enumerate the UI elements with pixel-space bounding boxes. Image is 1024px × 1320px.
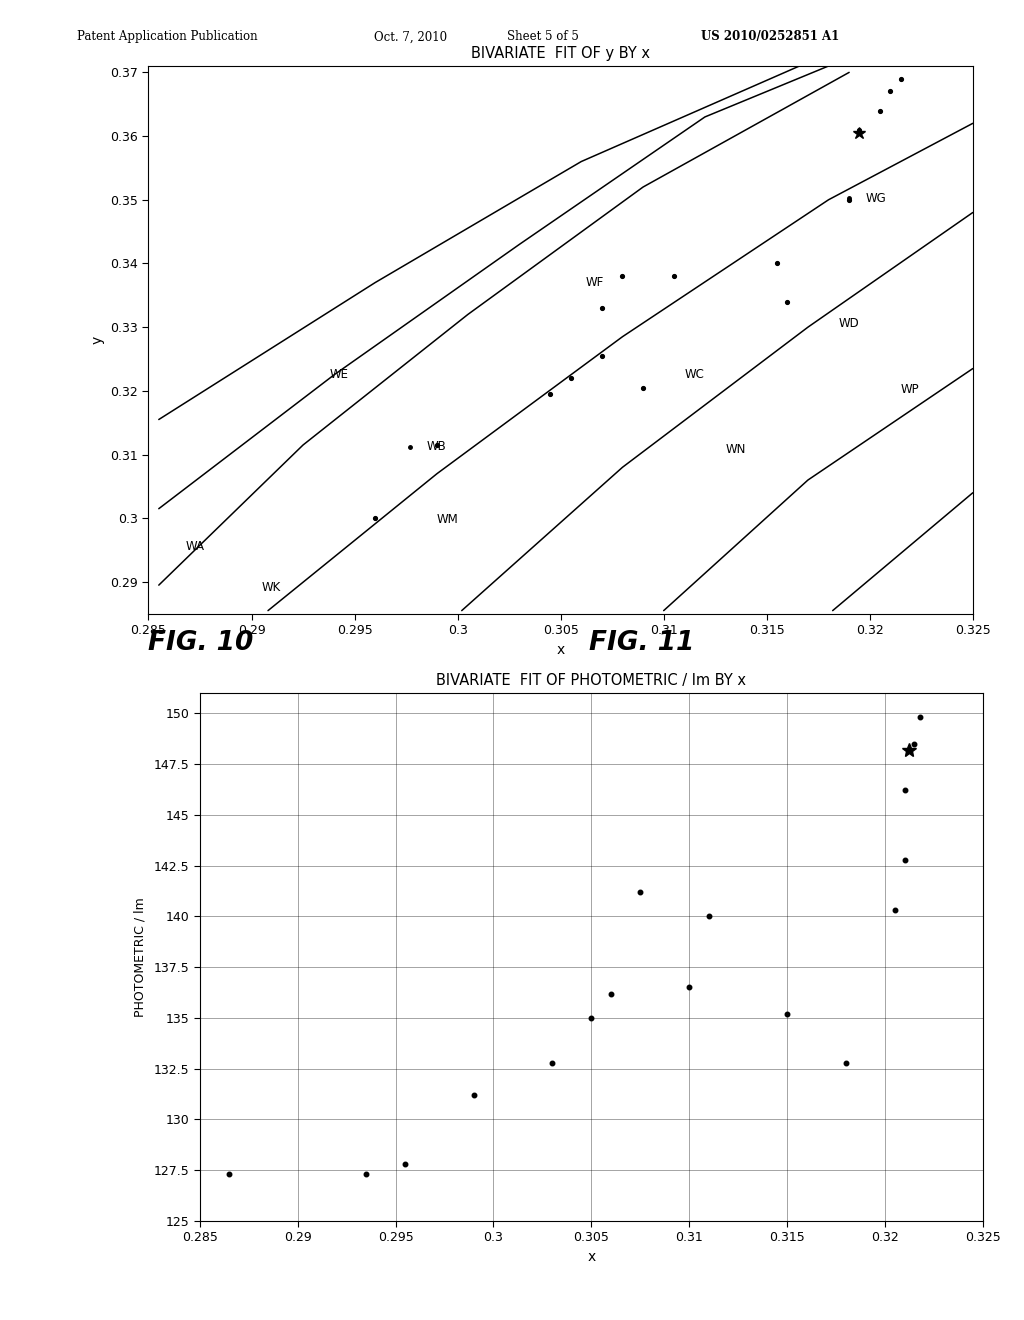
Text: WD: WD <box>839 318 859 330</box>
Title: BIVARIATE  FIT OF y BY x: BIVARIATE FIT OF y BY x <box>471 46 650 61</box>
Y-axis label: y: y <box>91 335 104 345</box>
Text: WG: WG <box>865 191 887 205</box>
Title: BIVARIATE  FIT OF PHOTOMETRIC / lm BY x: BIVARIATE FIT OF PHOTOMETRIC / lm BY x <box>436 673 746 688</box>
Text: WA: WA <box>185 540 205 553</box>
X-axis label: x: x <box>587 1250 596 1265</box>
Text: WB: WB <box>427 441 446 453</box>
X-axis label: x: x <box>556 643 565 657</box>
Text: Oct. 7, 2010: Oct. 7, 2010 <box>374 30 446 44</box>
Text: Sheet 5 of 5: Sheet 5 of 5 <box>507 30 579 44</box>
Text: WC: WC <box>684 368 705 381</box>
Text: Patent Application Publication: Patent Application Publication <box>77 30 257 44</box>
Text: FIG. 10: FIG. 10 <box>148 630 254 656</box>
Text: WN: WN <box>726 444 745 455</box>
Y-axis label: PHOTOMETRIC / lm: PHOTOMETRIC / lm <box>133 898 146 1016</box>
Text: WP: WP <box>901 383 920 396</box>
Text: FIG. 11: FIG. 11 <box>589 630 694 656</box>
Text: WE: WE <box>330 368 349 381</box>
Text: WF: WF <box>586 276 603 289</box>
Text: WK: WK <box>262 581 281 594</box>
Text: US 2010/0252851 A1: US 2010/0252851 A1 <box>701 30 840 44</box>
Text: WM: WM <box>437 513 459 527</box>
